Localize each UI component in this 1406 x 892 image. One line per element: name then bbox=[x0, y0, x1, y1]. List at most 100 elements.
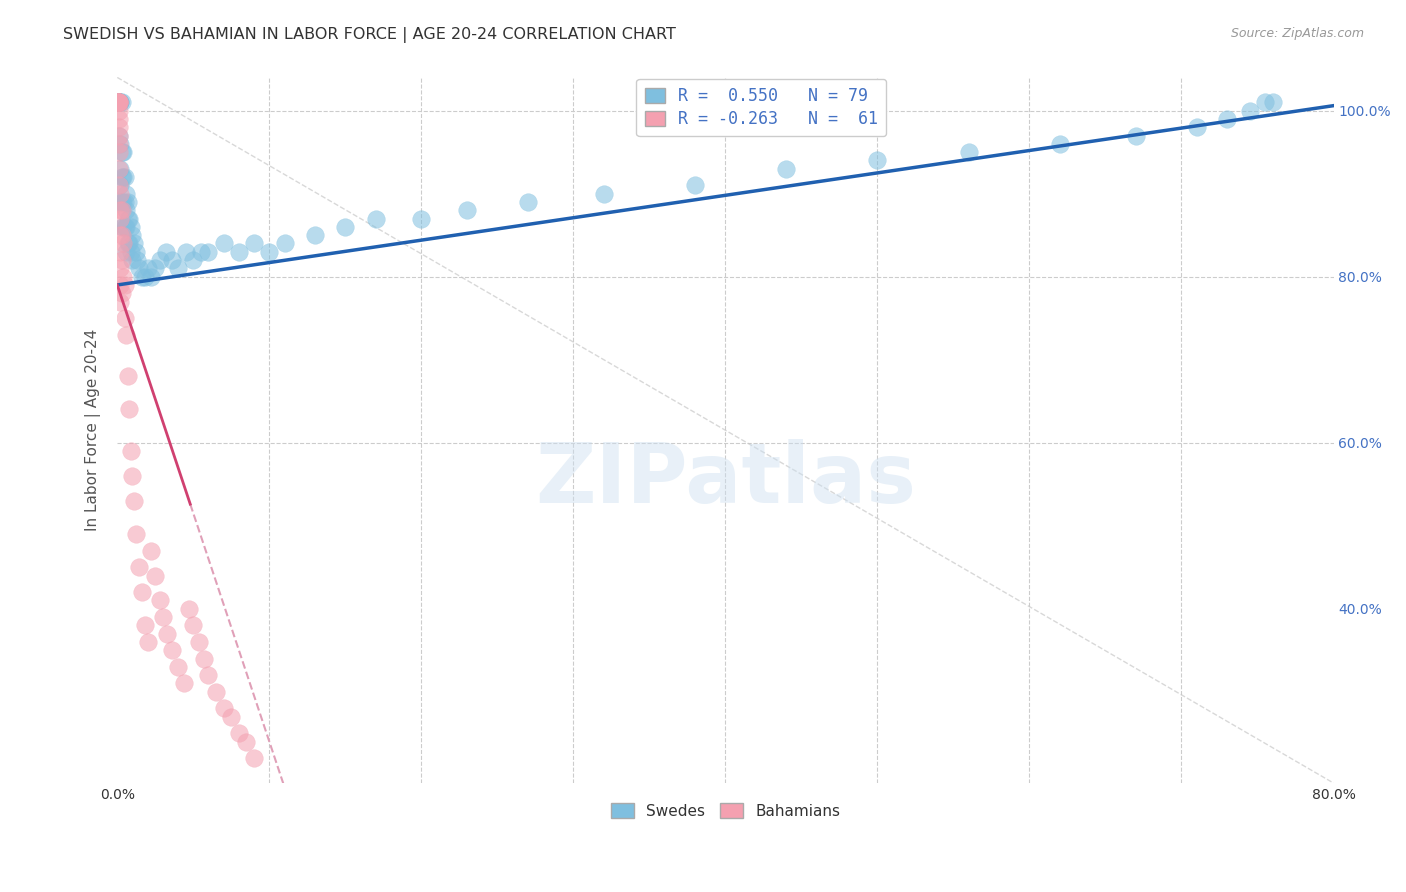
Point bbox=[107, 95, 129, 110]
Point bbox=[107, 145, 129, 160]
Point bbox=[1368, 95, 1391, 110]
Point bbox=[112, 236, 135, 251]
Point bbox=[160, 643, 183, 657]
Point bbox=[110, 277, 132, 292]
Point bbox=[122, 236, 145, 251]
Y-axis label: In Labor Force | Age 20-24: In Labor Force | Age 20-24 bbox=[86, 329, 101, 532]
Point bbox=[110, 294, 132, 309]
Point bbox=[957, 145, 980, 160]
Point bbox=[1239, 103, 1261, 118]
Point bbox=[1216, 112, 1239, 126]
Point bbox=[235, 734, 257, 748]
Point bbox=[115, 244, 138, 259]
Point bbox=[143, 568, 166, 582]
Point bbox=[411, 211, 433, 226]
Point bbox=[228, 244, 250, 259]
Point bbox=[107, 95, 129, 110]
Point bbox=[259, 244, 281, 259]
Point bbox=[131, 585, 153, 599]
Point bbox=[111, 194, 134, 209]
Point bbox=[866, 153, 889, 168]
Point bbox=[107, 95, 129, 110]
Text: SWEDISH VS BAHAMIAN IN LABOR FORCE | AGE 20-24 CORRELATION CHART: SWEDISH VS BAHAMIAN IN LABOR FORCE | AGE… bbox=[63, 27, 676, 43]
Point bbox=[683, 178, 706, 193]
Text: Source: ZipAtlas.com: Source: ZipAtlas.com bbox=[1230, 27, 1364, 40]
Point bbox=[173, 676, 195, 690]
Point bbox=[112, 145, 135, 160]
Point bbox=[112, 219, 135, 234]
Point bbox=[114, 169, 136, 184]
Point bbox=[128, 261, 150, 276]
Point bbox=[228, 726, 250, 740]
Point bbox=[117, 236, 139, 251]
Point bbox=[197, 668, 219, 682]
Point bbox=[111, 203, 134, 218]
Point bbox=[121, 469, 143, 483]
Point bbox=[110, 186, 132, 201]
Point bbox=[335, 219, 357, 234]
Text: ZIPatlas: ZIPatlas bbox=[534, 439, 915, 520]
Point bbox=[120, 219, 142, 234]
Point bbox=[592, 186, 614, 201]
Point bbox=[167, 261, 190, 276]
Point bbox=[110, 244, 132, 259]
Point bbox=[110, 203, 132, 218]
Point bbox=[149, 253, 172, 268]
Point bbox=[121, 228, 143, 243]
Point bbox=[197, 244, 219, 259]
Point bbox=[107, 95, 129, 110]
Point bbox=[111, 169, 134, 184]
Point bbox=[107, 95, 129, 110]
Point bbox=[190, 244, 212, 259]
Point bbox=[107, 161, 129, 176]
Point bbox=[110, 228, 132, 243]
Point bbox=[304, 228, 326, 243]
Point bbox=[107, 103, 129, 118]
Point bbox=[120, 244, 142, 259]
Point bbox=[115, 327, 138, 342]
Point bbox=[1254, 95, 1277, 110]
Point bbox=[1185, 120, 1208, 135]
Point bbox=[134, 269, 156, 284]
Point bbox=[156, 626, 179, 640]
Point bbox=[111, 219, 134, 234]
Point bbox=[139, 269, 162, 284]
Point bbox=[114, 219, 136, 234]
Point bbox=[110, 194, 132, 209]
Point bbox=[131, 269, 153, 284]
Point bbox=[107, 95, 129, 110]
Point bbox=[120, 444, 142, 458]
Point bbox=[516, 194, 538, 209]
Point bbox=[243, 751, 266, 765]
Point bbox=[107, 95, 129, 110]
Point bbox=[775, 161, 797, 176]
Point bbox=[118, 211, 141, 226]
Point bbox=[112, 169, 135, 184]
Point bbox=[181, 253, 204, 268]
Point bbox=[107, 128, 129, 143]
Point bbox=[117, 211, 139, 226]
Point bbox=[107, 95, 129, 110]
Point bbox=[155, 244, 177, 259]
Point bbox=[107, 95, 129, 110]
Point bbox=[243, 236, 266, 251]
Point bbox=[107, 136, 129, 151]
Point bbox=[107, 95, 129, 110]
Point bbox=[114, 277, 136, 292]
Point bbox=[110, 261, 132, 276]
Point bbox=[160, 253, 183, 268]
Point bbox=[136, 635, 159, 649]
Point bbox=[134, 618, 156, 632]
Point bbox=[1353, 95, 1375, 110]
Point bbox=[111, 253, 134, 268]
Point bbox=[221, 709, 243, 723]
Point bbox=[136, 261, 159, 276]
Point bbox=[1049, 136, 1071, 151]
Point bbox=[107, 112, 129, 126]
Point bbox=[125, 253, 148, 268]
Point bbox=[212, 236, 235, 251]
Point bbox=[1384, 95, 1406, 110]
Point bbox=[212, 701, 235, 715]
Point bbox=[111, 95, 134, 110]
Point bbox=[1261, 95, 1284, 110]
